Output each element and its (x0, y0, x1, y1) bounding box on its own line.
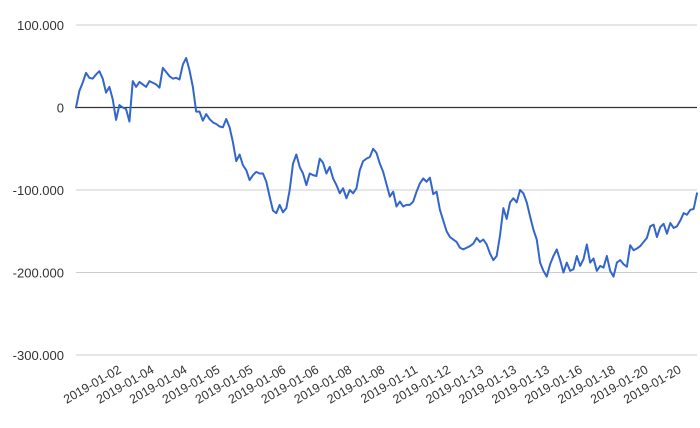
series-layer (75, 57, 698, 278)
y-axis-labels: 100.000 0 -100.000 -200.000 -300.000 (13, 18, 64, 363)
y-tick-label: 100.000 (17, 18, 64, 33)
y-tick-label: -300.000 (13, 348, 64, 363)
series-line (75, 57, 698, 278)
y-tick-label: 0 (57, 101, 64, 116)
gridlines (76, 24, 697, 356)
x-axis-labels: 2019-01-022019-01-042019-01-042019-01-05… (61, 362, 683, 406)
y-tick-label: -100.000 (13, 183, 64, 198)
y-tick-label: -200.000 (13, 266, 64, 281)
